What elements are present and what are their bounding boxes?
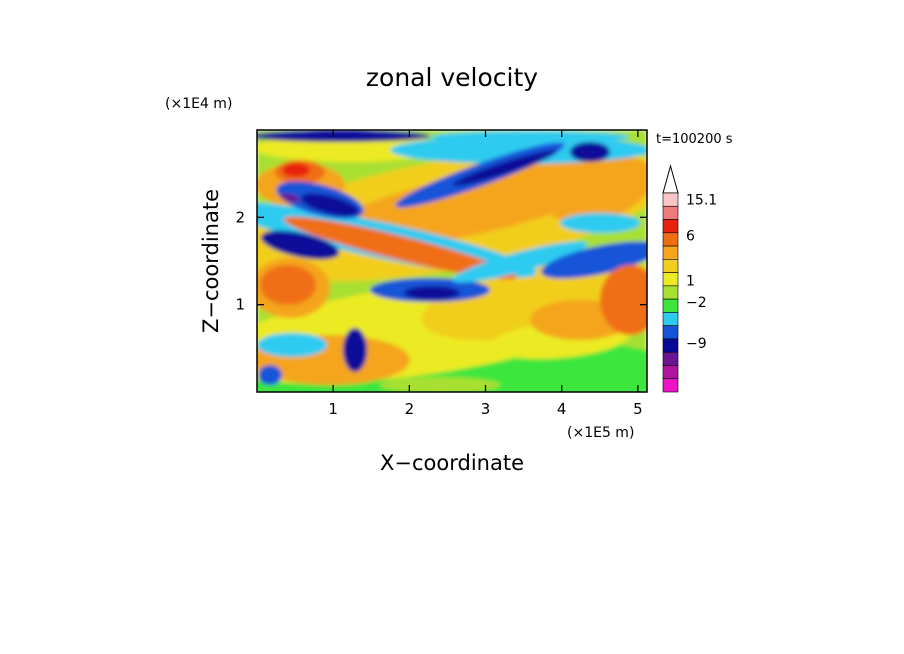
colorbar-label: 15.1 [686, 193, 717, 209]
contour-region [283, 216, 517, 280]
chart-title: zonal velocity [366, 63, 538, 92]
x-scale-label: (×1E5 m) [567, 425, 634, 441]
y-scale-label: (×1E4 m) [165, 96, 232, 112]
plot-frame [256, 129, 648, 393]
contour-region [547, 156, 647, 224]
colorbar-segment [662, 219, 679, 234]
y-axis-label: Z−coordinate [199, 189, 223, 333]
contour-region [430, 131, 630, 143]
contour-region [257, 130, 430, 142]
colorbar-segment [662, 312, 679, 326]
colorbar-label: 6 [686, 228, 695, 244]
contour-region [257, 333, 327, 357]
colorbar-segment [662, 192, 679, 207]
x-tick-label: 3 [481, 400, 491, 418]
y-axis: 12 [235, 208, 647, 314]
colorbar-segment [662, 245, 679, 260]
colorbar-segment [662, 338, 679, 353]
contour-region [600, 265, 647, 335]
colorbar-label: −9 [686, 336, 707, 352]
contour-region [452, 241, 588, 283]
x-tick-label: 4 [557, 400, 567, 418]
colorbar-segment [662, 378, 679, 393]
x-tick-label: 1 [328, 400, 338, 418]
colorbar-segment [662, 205, 679, 220]
x-tick-label: 5 [633, 400, 643, 418]
contour-region [380, 377, 500, 392]
contour-region [300, 193, 360, 217]
contour-region [258, 365, 282, 385]
colorbar-segment [662, 325, 679, 340]
contour-region [452, 150, 558, 186]
colorbar-label: −2 [686, 295, 707, 311]
colorbar-segment [662, 272, 679, 287]
time-label: t=100200 s [656, 132, 733, 147]
y-tick-label: 1 [235, 296, 245, 314]
colorbar-segment [662, 232, 679, 247]
contour-region [560, 213, 640, 233]
contour-region [282, 163, 310, 177]
x-tick-label: 2 [405, 400, 415, 418]
contour-region [260, 265, 316, 305]
colorbar-segment [662, 259, 679, 273]
contour-region [260, 230, 340, 260]
colorbar-segment [662, 285, 679, 300]
colorbar-arrow [662, 164, 679, 194]
colorbar-segment [662, 298, 679, 313]
x-axis-label: X−coordinate [380, 451, 524, 475]
colorbar: 15.1 6 1 −2 −9 [662, 164, 717, 393]
y-tick-label: 2 [235, 208, 245, 226]
contour-region [541, 241, 647, 279]
x-axis: 1 2 3 4 5 [328, 130, 643, 418]
contour-region [343, 328, 367, 372]
colorbar-segment [662, 365, 679, 380]
colorbar-label: 1 [686, 274, 695, 290]
contour-field [257, 130, 647, 392]
contour-region [570, 142, 610, 162]
contour-region [404, 286, 460, 300]
colorbar-segment [662, 351, 679, 366]
contour-region [280, 193, 300, 203]
